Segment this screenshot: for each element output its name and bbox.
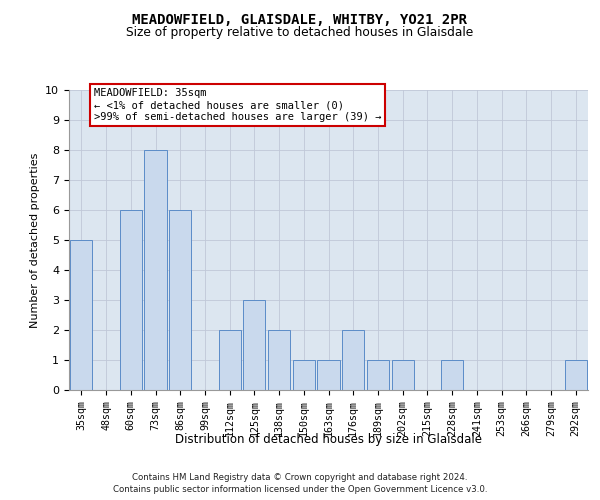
Text: Size of property relative to detached houses in Glaisdale: Size of property relative to detached ho… bbox=[127, 26, 473, 39]
Bar bbox=[169, 210, 191, 390]
Bar bbox=[145, 150, 167, 390]
Bar bbox=[70, 240, 92, 390]
Bar bbox=[293, 360, 315, 390]
Bar bbox=[243, 300, 265, 390]
Text: Distribution of detached houses by size in Glaisdale: Distribution of detached houses by size … bbox=[175, 432, 482, 446]
Text: MEADOWFIELD, GLAISDALE, WHITBY, YO21 2PR: MEADOWFIELD, GLAISDALE, WHITBY, YO21 2PR bbox=[133, 12, 467, 26]
Bar bbox=[441, 360, 463, 390]
Bar bbox=[268, 330, 290, 390]
Bar bbox=[342, 330, 364, 390]
Text: Contains public sector information licensed under the Open Government Licence v3: Contains public sector information licen… bbox=[113, 485, 487, 494]
Bar bbox=[218, 330, 241, 390]
Bar bbox=[565, 360, 587, 390]
Bar bbox=[392, 360, 414, 390]
Text: Contains HM Land Registry data © Crown copyright and database right 2024.: Contains HM Land Registry data © Crown c… bbox=[132, 472, 468, 482]
Bar bbox=[119, 210, 142, 390]
Y-axis label: Number of detached properties: Number of detached properties bbox=[30, 152, 40, 328]
Bar bbox=[367, 360, 389, 390]
Bar bbox=[317, 360, 340, 390]
Text: MEADOWFIELD: 35sqm
← <1% of detached houses are smaller (0)
>99% of semi-detache: MEADOWFIELD: 35sqm ← <1% of detached hou… bbox=[94, 88, 381, 122]
